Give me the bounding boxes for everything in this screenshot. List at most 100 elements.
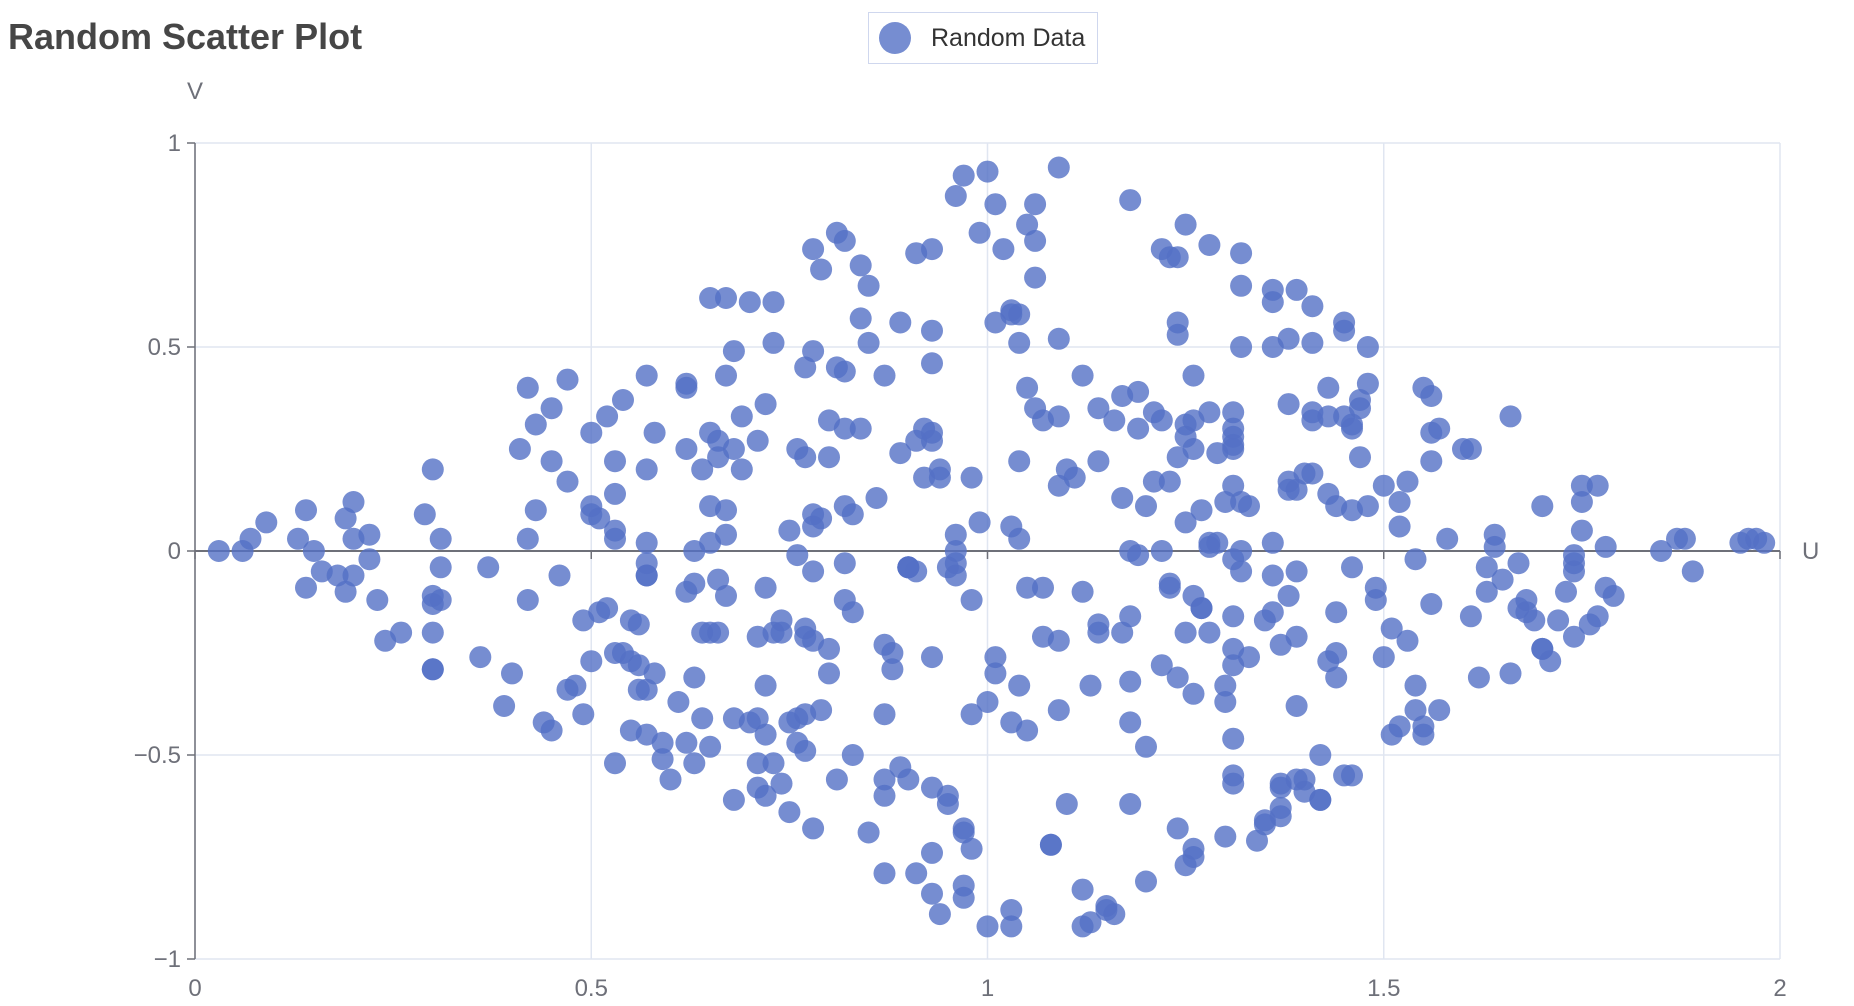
scatter-point[interactable] <box>1681 560 1704 583</box>
scatter-point[interactable] <box>1111 621 1134 644</box>
scatter-point[interactable] <box>556 470 579 493</box>
scatter-point[interactable] <box>984 646 1007 669</box>
scatter-point[interactable] <box>1531 495 1554 518</box>
scatter-point[interactable] <box>1222 438 1245 460</box>
scatter-point[interactable] <box>1428 699 1451 722</box>
scatter-point[interactable] <box>1285 695 1308 717</box>
scatter-point[interactable] <box>1570 474 1593 497</box>
scatter-point[interactable] <box>1000 899 1023 921</box>
scatter-point[interactable] <box>1182 846 1205 868</box>
scatter-point[interactable] <box>873 784 896 807</box>
scatter-point[interactable] <box>1436 527 1459 550</box>
scatter-point[interactable] <box>722 788 745 811</box>
scatter-point[interactable] <box>1341 413 1363 436</box>
scatter-point[interactable] <box>413 503 436 526</box>
scatter-point[interactable] <box>746 707 769 730</box>
scatter-point[interactable] <box>604 752 626 775</box>
scatter-point[interactable] <box>1166 246 1189 269</box>
scatter-point[interactable] <box>358 523 381 546</box>
scatter-point[interactable] <box>1246 829 1268 852</box>
scatter-point[interactable] <box>873 768 896 791</box>
scatter-point[interactable] <box>429 527 452 550</box>
scatter-point[interactable] <box>1182 364 1205 387</box>
scatter-point[interactable] <box>1325 666 1348 689</box>
scatter-point[interactable] <box>1135 735 1157 758</box>
scatter-point[interactable] <box>1071 364 1094 387</box>
scatter-point[interactable] <box>1008 450 1031 473</box>
scatter-point[interactable] <box>1261 291 1284 314</box>
scatter-point[interactable] <box>1309 744 1332 766</box>
scatter-point[interactable] <box>1087 397 1110 420</box>
scatter-point[interactable] <box>604 482 626 505</box>
scatter-point[interactable] <box>841 744 864 766</box>
scatter-point[interactable] <box>960 589 983 611</box>
scatter-point[interactable] <box>612 389 634 411</box>
scatter-point[interactable] <box>287 527 309 550</box>
scatter-point[interactable] <box>683 572 706 595</box>
scatter-point[interactable] <box>1325 642 1348 664</box>
scatter-point[interactable] <box>1063 466 1086 489</box>
scatter-point[interactable] <box>1222 605 1245 628</box>
scatter-point[interactable] <box>715 523 737 546</box>
scatter-point[interactable] <box>715 584 737 607</box>
scatter-point[interactable] <box>818 662 840 685</box>
scatter-point[interactable] <box>1428 417 1451 440</box>
scatter-point[interactable] <box>1372 646 1395 669</box>
scatter-point[interactable] <box>1539 650 1562 673</box>
scatter-point[interactable] <box>1103 409 1126 432</box>
legend[interactable]: Random Data <box>868 12 1098 64</box>
scatter-point[interactable] <box>358 548 381 571</box>
scatter-point[interactable] <box>1285 625 1308 648</box>
scatter-point[interactable] <box>1459 438 1482 460</box>
scatter-point[interactable] <box>1174 213 1197 236</box>
scatter-point[interactable] <box>1309 788 1332 811</box>
scatter-point[interactable] <box>833 552 856 575</box>
scatter-point[interactable] <box>849 254 872 277</box>
scatter-point[interactable] <box>722 340 745 363</box>
scatter-point[interactable] <box>976 160 999 183</box>
scatter-point[interactable] <box>715 499 737 522</box>
scatter-point[interactable] <box>564 674 587 697</box>
scatter-point[interactable] <box>762 752 785 775</box>
scatter-point[interactable] <box>905 862 928 885</box>
scatter-point[interactable] <box>992 238 1015 261</box>
scatter-point[interactable] <box>1222 417 1245 440</box>
scatter-point[interactable] <box>1650 540 1673 562</box>
scatter-point[interactable] <box>1222 474 1245 497</box>
scatter-point[interactable] <box>818 637 840 660</box>
scatter-point[interactable] <box>833 417 856 440</box>
scatter-point[interactable] <box>730 458 753 481</box>
scatter-point[interactable] <box>873 703 896 726</box>
scatter-point[interactable] <box>889 442 912 465</box>
scatter-point[interactable] <box>635 564 658 587</box>
scatter-point[interactable] <box>802 560 825 583</box>
scatter-point[interactable] <box>1341 556 1363 579</box>
scatter-point[interactable] <box>722 438 745 460</box>
scatter-point[interactable] <box>1032 576 1054 599</box>
scatter-point[interactable] <box>810 258 833 281</box>
scatter-point[interactable] <box>524 499 547 522</box>
scatter-point[interactable] <box>778 519 801 542</box>
scatter-point[interactable] <box>1325 601 1348 624</box>
scatter-point[interactable] <box>921 319 943 342</box>
scatter-point[interactable] <box>968 221 991 244</box>
scatter-point[interactable] <box>1008 674 1031 697</box>
scatter-point[interactable] <box>849 417 872 440</box>
scatter-point[interactable] <box>1016 376 1039 399</box>
scatter-point[interactable] <box>1349 389 1371 411</box>
scatter-point[interactable] <box>1349 446 1371 469</box>
scatter-point[interactable] <box>1341 764 1363 787</box>
scatter-point[interactable] <box>604 527 626 550</box>
scatter-point[interactable] <box>1230 336 1253 358</box>
scatter-point[interactable] <box>1499 662 1522 685</box>
scatter-point[interactable] <box>1127 544 1150 567</box>
scatter-point[interactable] <box>366 589 389 611</box>
scatter-point[interactable] <box>1166 666 1189 689</box>
scatter-point[interactable] <box>802 817 825 840</box>
scatter-point[interactable] <box>1119 189 1142 212</box>
scatter-point[interactable] <box>770 609 793 632</box>
scatter-point[interactable] <box>921 238 943 261</box>
scatter-point[interactable] <box>1214 491 1237 513</box>
scatter-point[interactable] <box>580 421 603 444</box>
scatter-point[interactable] <box>1570 519 1593 542</box>
